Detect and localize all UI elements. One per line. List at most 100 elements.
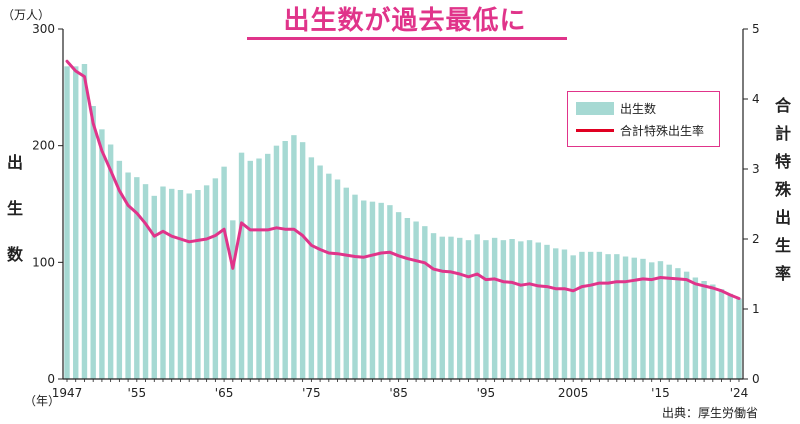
bar xyxy=(81,64,88,379)
right-tick-label: 5 xyxy=(752,22,760,36)
bar xyxy=(107,144,114,379)
bar xyxy=(474,234,480,379)
bar xyxy=(605,254,611,379)
bar xyxy=(142,184,149,379)
bar xyxy=(710,284,716,379)
legend-item-tfr: 合計特殊出生率 xyxy=(576,120,704,140)
x-tick-label: '95 xyxy=(477,386,496,400)
bar xyxy=(500,240,507,379)
legend-label-tfr: 合計特殊出生率 xyxy=(620,123,705,138)
left-tick-label: 300 xyxy=(32,22,55,36)
bar xyxy=(99,129,105,379)
chart-title: 出生数が過去最低に xyxy=(283,6,527,36)
bar xyxy=(273,145,280,379)
bar xyxy=(186,193,192,379)
source-note: 出典：厚生労働省 xyxy=(662,406,759,420)
bar xyxy=(230,220,236,379)
bar xyxy=(291,135,297,379)
bar xyxy=(509,239,515,379)
left-tick-label: 0 xyxy=(47,372,55,386)
left-axis-unit: （万人） xyxy=(2,8,51,22)
bar xyxy=(378,202,384,379)
title-underline xyxy=(247,37,567,40)
bar xyxy=(317,165,323,379)
bar xyxy=(151,195,157,379)
legend-item-births: 出生数 xyxy=(576,98,656,118)
bar xyxy=(212,178,219,379)
bar xyxy=(518,241,524,379)
x-tick-label: '24 xyxy=(730,386,749,400)
bar xyxy=(73,66,79,379)
bar xyxy=(631,257,637,379)
bar xyxy=(422,226,428,379)
bar xyxy=(395,212,402,379)
right-tick-label: 0 xyxy=(752,372,760,386)
bar xyxy=(134,177,140,379)
bar xyxy=(535,242,541,379)
bar xyxy=(361,200,367,379)
bar xyxy=(221,166,227,379)
bar xyxy=(666,264,672,379)
bar xyxy=(299,142,306,379)
bar xyxy=(570,255,576,379)
x-tick-label: '15 xyxy=(651,386,670,400)
legend-swatch-line xyxy=(576,128,614,132)
bar xyxy=(308,157,315,379)
bar xyxy=(544,244,550,379)
bar xyxy=(195,190,201,379)
bar xyxy=(718,289,725,379)
bar xyxy=(622,256,629,379)
x-tick-label: '75 xyxy=(302,386,321,400)
bar xyxy=(587,251,594,379)
bar xyxy=(439,236,445,379)
bar xyxy=(561,249,568,379)
bar xyxy=(736,298,742,379)
bar xyxy=(169,188,175,379)
bar xyxy=(404,218,411,379)
bar xyxy=(282,141,288,379)
bar xyxy=(448,236,454,379)
bar xyxy=(675,268,681,379)
bar xyxy=(326,173,332,379)
x-tick-label: '85 xyxy=(389,386,408,400)
x-tick-label: '55 xyxy=(128,386,147,400)
bar xyxy=(125,172,131,379)
bar xyxy=(683,271,690,379)
left-tick-label: 200 xyxy=(32,139,55,153)
bar xyxy=(160,186,166,379)
bar xyxy=(640,258,646,379)
bar xyxy=(614,254,620,379)
bar xyxy=(701,281,707,379)
bar xyxy=(247,160,253,379)
bar xyxy=(413,221,419,379)
left-axis-label: 出生数 xyxy=(6,153,23,264)
bar xyxy=(430,233,437,379)
legend-swatch-bars xyxy=(576,101,614,115)
left-tick-label: 100 xyxy=(32,255,55,269)
bar xyxy=(491,237,498,379)
bar xyxy=(238,152,245,379)
bar xyxy=(177,190,184,379)
bar xyxy=(596,251,603,379)
bar xyxy=(483,240,489,379)
bar xyxy=(692,277,699,379)
x-tick-label: 1947 xyxy=(52,386,83,400)
right-tick-label: 3 xyxy=(752,162,760,176)
bar xyxy=(343,187,349,379)
bar xyxy=(387,205,393,379)
legend-label-births: 出生数 xyxy=(620,101,657,116)
bar xyxy=(526,240,533,379)
right-tick-label: 4 xyxy=(752,92,760,106)
x-axis-unit: （年） xyxy=(24,394,61,408)
bar xyxy=(369,201,376,379)
bar xyxy=(579,251,585,379)
x-tick-label: 2005 xyxy=(558,386,589,400)
bar xyxy=(90,106,96,379)
bar xyxy=(657,261,664,379)
bar xyxy=(465,240,472,379)
x-tick-label: '65 xyxy=(215,386,234,400)
bar xyxy=(64,66,70,379)
right-tick-label: 2 xyxy=(752,232,760,246)
bar xyxy=(116,160,123,379)
